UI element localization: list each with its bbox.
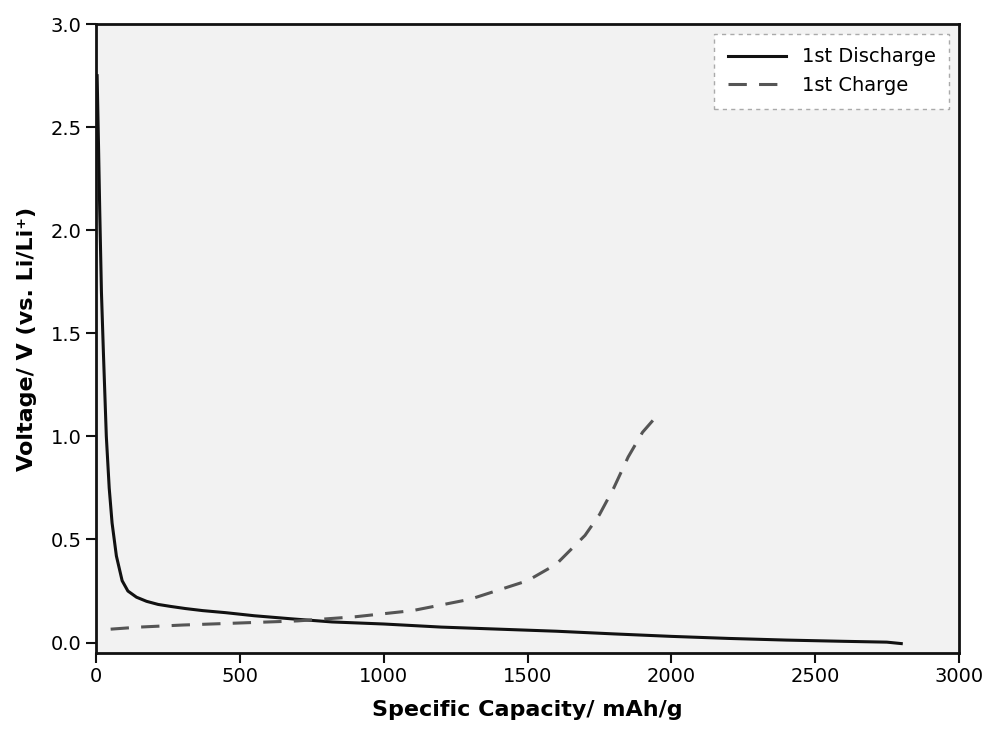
1st Discharge (881, 638, 893, 646)
1st Charge (234, 618, 246, 627)
1st Discharge (152, 600, 164, 609)
1st Charge (622, 453, 634, 461)
X-axis label: Specific Capacity/ mAh/g: Specific Capacity/ mAh/g (372, 700, 683, 720)
1st Charge (349, 612, 361, 621)
1st Charge (637, 428, 649, 437)
1st Discharge (91, 71, 103, 80)
1st Discharge (326, 618, 338, 626)
1st Discharge (141, 597, 153, 606)
1st Discharge (286, 615, 298, 624)
1st Charge (651, 411, 663, 420)
1st Discharge (94, 206, 106, 214)
1st Charge (579, 531, 591, 539)
1st Charge (550, 560, 562, 569)
1st Discharge (895, 639, 907, 648)
1st Discharge (248, 611, 260, 620)
1st Charge (593, 510, 605, 519)
1st Charge (608, 483, 620, 492)
1st Charge (464, 595, 476, 604)
1st Discharge (93, 144, 105, 153)
1st Discharge (838, 637, 850, 646)
1st Charge (133, 623, 145, 632)
1st Discharge (665, 632, 677, 640)
1st Charge (105, 625, 117, 634)
1st Discharge (97, 349, 109, 358)
1st Discharge (435, 623, 447, 632)
1st Discharge (116, 576, 128, 585)
1st Charge (177, 621, 189, 629)
1st Discharge (100, 432, 112, 441)
1st Charge (292, 616, 304, 625)
1st Discharge (608, 629, 620, 638)
1st Charge (522, 576, 534, 585)
1st Discharge (493, 625, 505, 634)
1st Discharge (110, 551, 122, 560)
1st Discharge (106, 519, 118, 528)
1st Discharge (103, 483, 115, 492)
1st Discharge (723, 634, 735, 643)
1st Discharge (220, 608, 232, 617)
1st Discharge (165, 602, 177, 611)
Y-axis label: Voltage/ V (vs. Li/Li⁺): Voltage/ V (vs. Li/Li⁺) (17, 206, 37, 471)
1st Discharge (122, 587, 134, 595)
1st Discharge (550, 626, 562, 635)
Line: 1st Charge: 1st Charge (111, 416, 657, 629)
1st Discharge (131, 593, 143, 601)
1st Discharge (378, 620, 390, 629)
1st Discharge (197, 607, 209, 615)
1st Discharge (95, 287, 107, 296)
Legend: 1st Discharge, 1st Charge: 1st Discharge, 1st Charge (714, 34, 949, 109)
1st Charge (407, 607, 419, 615)
Line: 1st Discharge: 1st Discharge (97, 76, 901, 643)
1st Discharge (780, 635, 792, 644)
1st Discharge (179, 604, 191, 613)
